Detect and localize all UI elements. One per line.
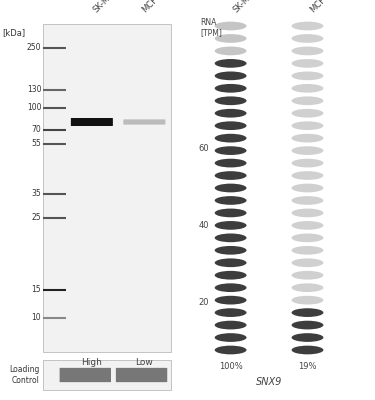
Ellipse shape [292,296,323,304]
Ellipse shape [214,96,247,105]
Text: 55: 55 [32,140,41,148]
Ellipse shape [214,84,247,93]
Ellipse shape [292,208,323,217]
Ellipse shape [214,258,247,267]
Ellipse shape [292,109,323,118]
Ellipse shape [214,234,247,242]
Text: 250: 250 [27,44,41,52]
Text: 100: 100 [27,104,41,112]
Text: 130: 130 [27,86,41,94]
Ellipse shape [214,221,247,230]
Ellipse shape [292,159,323,168]
Text: 15: 15 [32,286,41,294]
Ellipse shape [292,333,323,342]
Ellipse shape [214,184,247,192]
Ellipse shape [292,146,323,155]
Ellipse shape [292,246,323,255]
Ellipse shape [214,159,247,168]
Text: SK-MEL-30: SK-MEL-30 [232,0,269,14]
Ellipse shape [292,59,323,68]
Ellipse shape [214,196,247,205]
Text: 35: 35 [32,190,41,198]
Text: Loading
Control: Loading Control [9,365,39,385]
Ellipse shape [292,234,323,242]
Ellipse shape [292,321,323,330]
Text: 100%: 100% [219,362,243,371]
Ellipse shape [292,346,323,354]
Ellipse shape [292,34,323,43]
Ellipse shape [214,22,247,30]
FancyBboxPatch shape [116,368,167,382]
Ellipse shape [214,296,247,304]
Ellipse shape [214,134,247,142]
Ellipse shape [292,258,323,267]
Ellipse shape [292,221,323,230]
Text: MCF-7: MCF-7 [141,0,166,14]
Ellipse shape [214,146,247,155]
Ellipse shape [292,283,323,292]
Text: 20: 20 [198,298,209,307]
Text: MCF-7: MCF-7 [308,0,333,14]
Ellipse shape [214,308,247,317]
Ellipse shape [214,46,247,55]
Text: RNA
[TPM]: RNA [TPM] [201,18,222,37]
Ellipse shape [214,59,247,68]
Ellipse shape [292,271,323,280]
Ellipse shape [292,72,323,80]
Ellipse shape [214,246,247,255]
Ellipse shape [292,171,323,180]
Ellipse shape [214,346,247,354]
Ellipse shape [292,121,323,130]
Ellipse shape [292,196,323,205]
FancyBboxPatch shape [123,119,165,125]
Ellipse shape [214,34,247,43]
Text: SNX9: SNX9 [256,377,282,387]
Ellipse shape [292,96,323,105]
Ellipse shape [292,184,323,192]
Ellipse shape [214,72,247,80]
FancyBboxPatch shape [43,24,171,352]
FancyBboxPatch shape [60,368,111,382]
Ellipse shape [292,46,323,55]
Text: High: High [81,358,102,367]
Text: [kDa]: [kDa] [2,28,25,37]
Ellipse shape [214,109,247,118]
Text: 10: 10 [32,314,41,322]
Text: 40: 40 [198,222,209,230]
Ellipse shape [214,271,247,280]
Ellipse shape [292,22,323,30]
Text: SK-MEL-30: SK-MEL-30 [92,0,129,14]
Ellipse shape [292,84,323,93]
Text: 25: 25 [32,214,41,222]
FancyBboxPatch shape [43,360,171,390]
Text: 19%: 19% [298,362,317,371]
Text: 60: 60 [198,144,209,153]
Ellipse shape [214,121,247,130]
Ellipse shape [214,333,247,342]
Ellipse shape [292,134,323,142]
Text: 70: 70 [32,126,41,134]
Ellipse shape [292,308,323,317]
Ellipse shape [214,171,247,180]
FancyBboxPatch shape [71,118,113,126]
Ellipse shape [214,321,247,330]
Ellipse shape [214,208,247,217]
Text: Low: Low [135,358,153,367]
Ellipse shape [214,283,247,292]
